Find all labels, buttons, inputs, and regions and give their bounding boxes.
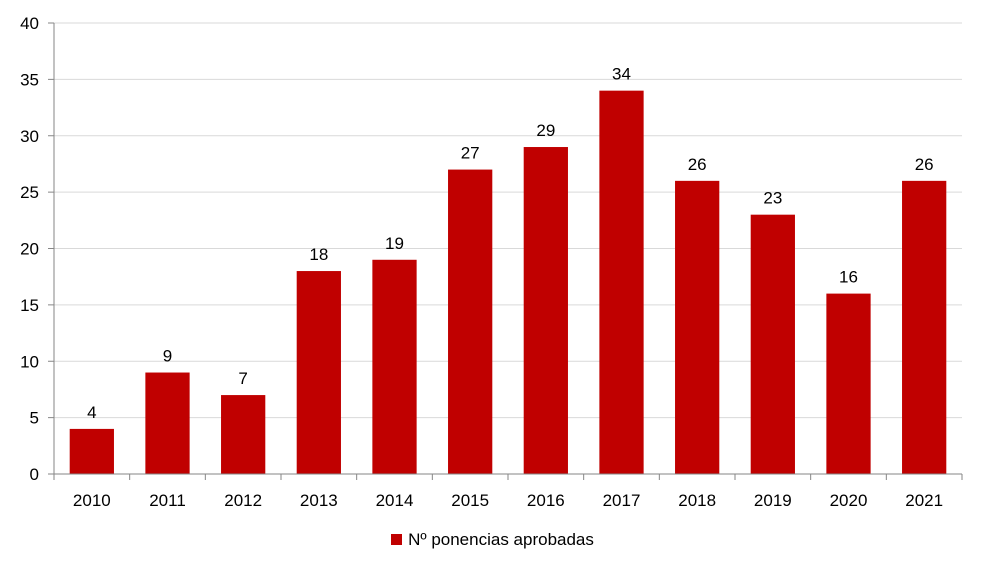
data-label-2011: 9 [163, 347, 172, 366]
y-tick-label: 15 [20, 296, 39, 315]
bar-2020 [826, 293, 871, 474]
bar-2011 [145, 372, 190, 474]
data-label-2017: 34 [612, 65, 631, 84]
bar-2010 [69, 428, 114, 474]
x-tick-label-2015: 2015 [451, 491, 489, 510]
x-tick-label-2010: 2010 [73, 491, 111, 510]
bars [69, 90, 947, 475]
data-labels: 4 9 7 18 19 27 29 34 26 23 16 26 [87, 65, 934, 422]
x-tick-label-2021: 2021 [905, 491, 943, 510]
y-tick-label: 20 [20, 240, 39, 259]
legend: Nº ponencias aprobadas [0, 530, 985, 550]
x-tick-label-2014: 2014 [376, 491, 414, 510]
bar-2013 [296, 271, 341, 474]
data-label-2013: 18 [309, 245, 328, 264]
data-label-2015: 27 [461, 144, 480, 163]
y-tick-label: 35 [20, 70, 39, 89]
data-label-2014: 19 [385, 234, 404, 253]
bar-2012 [221, 395, 266, 474]
legend-label: Nº ponencias aprobadas [408, 530, 594, 549]
bar-2021 [902, 180, 947, 474]
x-tick-label-2013: 2013 [300, 491, 338, 510]
y-tick-label: 0 [30, 465, 39, 484]
x-tick-label-2020: 2020 [830, 491, 868, 510]
y-tick-label: 40 [20, 14, 39, 33]
x-tick-label-2011: 2011 [149, 491, 186, 510]
bar-2017 [599, 90, 644, 475]
data-label-2018: 26 [688, 155, 707, 174]
legend-swatch [391, 534, 403, 545]
y-tick-label: 10 [20, 352, 39, 371]
y-tick-label: 25 [20, 183, 39, 202]
bar-2016 [523, 147, 568, 474]
data-label-2012: 7 [238, 369, 247, 388]
x-tick-label-2018: 2018 [678, 491, 716, 510]
bar-2015 [448, 169, 493, 474]
bar-2014 [372, 259, 417, 474]
x-axis: 2010 2011 2012 2013 2014 2015 2016 2017 2018 2019… [53, 473, 963, 510]
data-label-2016: 29 [536, 121, 555, 140]
y-tick-label: 5 [30, 409, 39, 428]
data-label-2019: 23 [763, 189, 782, 208]
data-label-2020: 16 [839, 268, 858, 287]
bar-2019 [750, 214, 795, 475]
x-tick-label-2017: 2017 [603, 491, 641, 510]
bar-2018 [675, 180, 720, 474]
x-tick-label-2019: 2019 [754, 491, 792, 510]
x-tick-label-2012: 2012 [224, 491, 262, 510]
data-label-2021: 26 [915, 155, 934, 174]
x-tick-label-2016: 2016 [527, 491, 565, 510]
gridlines [54, 22, 962, 419]
data-label-2010: 4 [87, 403, 96, 422]
y-tick-label: 30 [20, 127, 39, 146]
y-axis: 0 5 10 15 20 25 30 35 40 [20, 14, 55, 484]
